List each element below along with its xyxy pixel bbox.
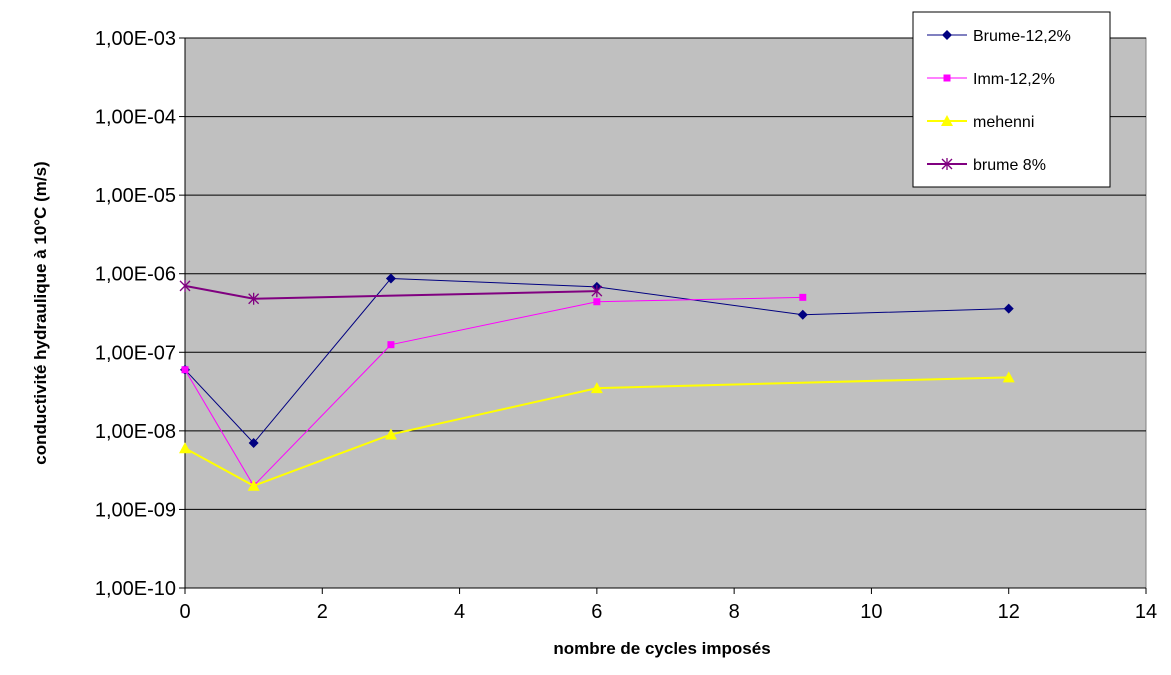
data-point [1002, 371, 1015, 383]
y-axis: 1,00E-10 1,00E-09 1,00E-08 1,00E-07 1,00E-06… [95, 28, 186, 600]
data-point [247, 479, 260, 491]
legend-label: brume 8% [973, 157, 1046, 174]
x-tick-label: 14 [1135, 601, 1157, 623]
legend-marker [941, 158, 953, 170]
series-line [184, 277, 1009, 444]
data-point [387, 341, 395, 349]
y-tick-label: 1,00E-09 [95, 499, 176, 521]
y-tick-label: 1,00E-10 [95, 578, 176, 600]
x-tick-label: 12 [998, 601, 1020, 623]
series-group [179, 273, 1015, 491]
data-point [591, 285, 603, 298]
legend-label: mehenni [973, 114, 1034, 131]
x-tick-label: 4 [454, 601, 465, 623]
data-point [593, 298, 601, 306]
data-point [1003, 303, 1014, 314]
data-point [384, 428, 397, 440]
data-point [797, 309, 808, 320]
x-axis-title: nombre de cycles imposés [553, 639, 770, 658]
y-tick-label: 1,00E-06 [95, 264, 176, 286]
x-axis: 0 2 4 6 8 10 12 14 [179, 587, 1157, 623]
legend-entry: Imm-12,2% [927, 71, 1055, 88]
data-point [799, 293, 807, 301]
legend-box [912, 11, 1111, 188]
data-point [248, 438, 259, 449]
y-tick-label: 1,00E-07 [95, 342, 176, 364]
legend-entry: Brume-12,2% [927, 28, 1071, 45]
x-tick-label: 6 [591, 601, 602, 623]
series-brume 8% [179, 279, 603, 305]
x-tick-label: 10 [860, 601, 882, 623]
x-tick-label: 8 [729, 601, 740, 623]
data-point [385, 273, 396, 284]
legend-marker [941, 115, 953, 126]
y-axis-title: conductivité hydraulique à 10°C (m/s) [31, 161, 50, 464]
series-mehenni [179, 371, 1015, 491]
data-point [181, 366, 189, 374]
data-point [590, 382, 603, 394]
y-tick-label: 1,00E-03 [95, 28, 176, 50]
y-tick-label: 1,00E-08 [95, 421, 176, 443]
legend-entry: brume 8% [927, 157, 1046, 174]
legend-marker [942, 30, 952, 40]
data-point [248, 292, 260, 305]
y-tick-label: 1,00E-05 [95, 185, 176, 207]
data-point [179, 442, 191, 454]
legend-label: Imm-12,2% [973, 71, 1055, 88]
legend-entry: mehenni [927, 114, 1034, 131]
legend: Brume-12,2% Imm-12,2% mehenni brume 8% [912, 11, 1111, 188]
legend-marker [943, 74, 951, 82]
data-point [179, 279, 191, 292]
y-tick-label: 1,00E-04 [95, 107, 176, 129]
x-tick-label: 2 [317, 601, 328, 623]
legend-label: Brume-12,2% [973, 28, 1071, 45]
x-tick-label: 0 [179, 601, 190, 623]
